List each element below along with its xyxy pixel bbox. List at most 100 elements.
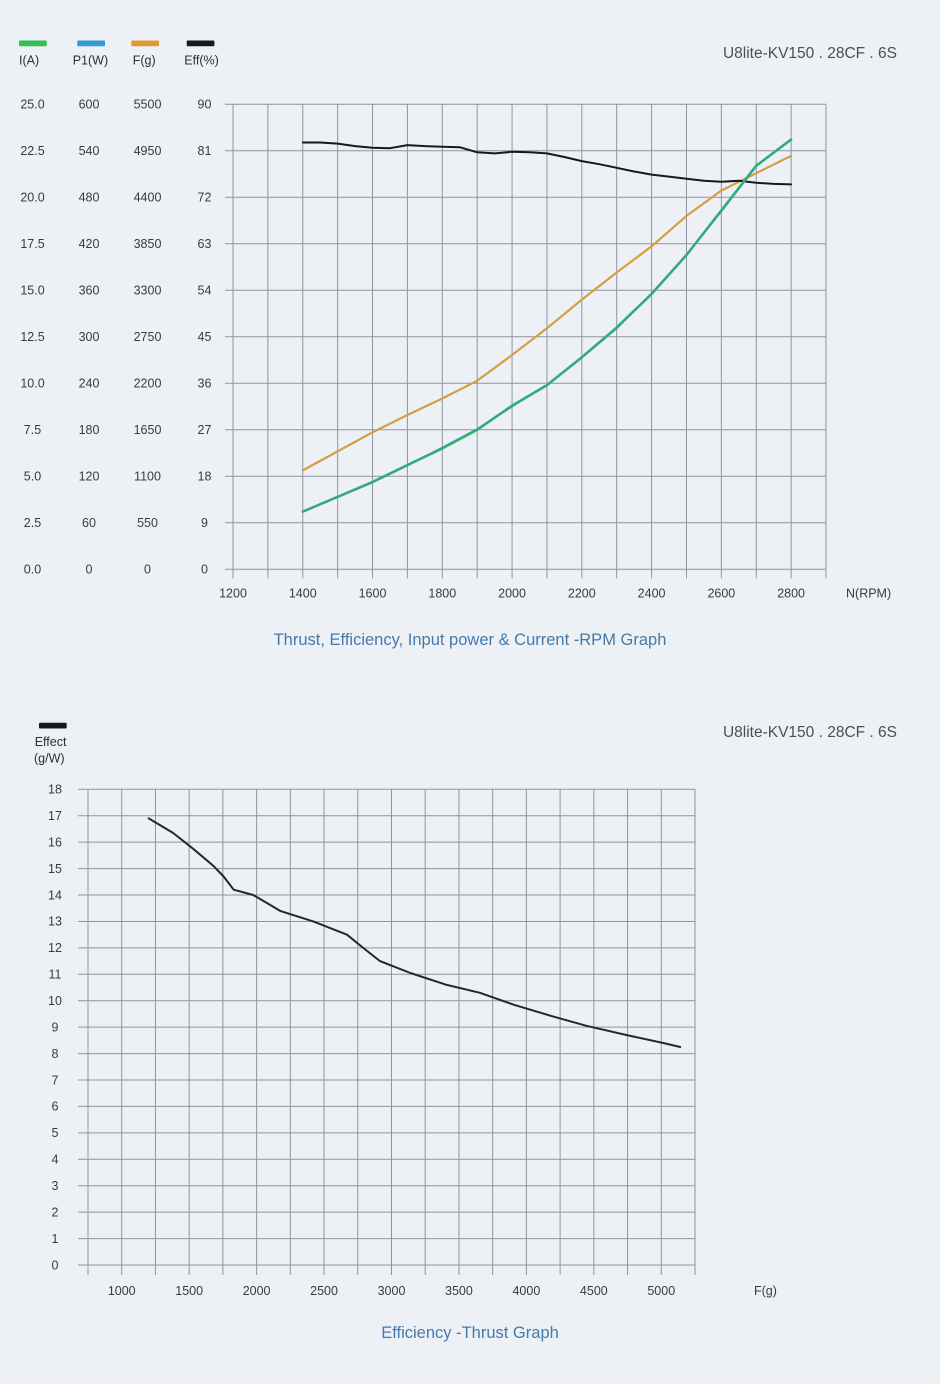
y-tick-label: 2 [52,1205,59,1219]
y-tick-label: 27 [198,423,212,437]
y-tick-label: 7.5 [24,423,41,437]
y-tick-label: 3850 [134,237,162,251]
y-tick-label: 1100 [134,470,161,484]
y-tick-label: 6 [52,1100,59,1114]
rpm-graph-caption: Thrust, Efficiency, Input power & Curren… [274,631,667,649]
y-tick-label: 2.5 [24,516,41,530]
x-tick-label: 2000 [498,587,526,601]
y-tick-label: 15 [48,862,62,876]
x-tick-label: 4000 [512,1284,540,1298]
y-tick-label: 18 [48,783,62,797]
y-tick-label: 18 [198,470,212,484]
y-tick-label: 420 [79,237,100,251]
y-tick-label: 10.0 [20,377,44,391]
y-tick-label: 5500 [134,98,162,112]
series-line-2 [301,154,793,472]
y-tick-label: 10 [48,994,62,1008]
y-tick-label: 1650 [134,423,162,437]
x-tick-label: 2000 [243,1284,271,1298]
y-tick-label: 120 [79,470,100,484]
legend-label: Effect [35,735,67,749]
y-tick-label: 54 [198,284,212,298]
y-tick-label: 12.5 [20,330,44,344]
x-axis-label: N(RPM) [846,587,891,601]
y-tick-label: 36 [198,377,212,391]
y-tick-label: 360 [79,284,100,298]
y-tick-label: 4400 [134,191,162,205]
y-tick-label: 0 [144,563,151,577]
x-tick-label: 5000 [647,1284,675,1298]
series-line-effect [147,817,682,1048]
x-tick-label: 1400 [289,587,317,601]
y-tick-label: 2750 [134,330,162,344]
rpm-grid [225,103,827,579]
x-tick-label: 2600 [707,587,735,601]
y-tick-label: 25.0 [20,98,44,112]
x-tick-label: 2500 [310,1284,338,1298]
y-tick-label: 0 [201,563,208,577]
x-tick-label: 1500 [175,1284,203,1298]
thrust-grid [78,788,696,1275]
y-tick-label: 90 [198,98,212,112]
y-tick-label: 17 [48,809,62,823]
model-title: U8lite-KV150 . 28CF . 6S [723,45,897,62]
x-tick-label: 2200 [568,587,596,601]
legend-label: Eff(%) [184,54,219,68]
legend-label: F(g) [133,54,156,68]
legend-swatch-icon [19,40,47,47]
y-tick-label: 45 [198,330,212,344]
legend-label: I(A) [19,54,39,68]
y-tick-label: 12 [48,941,62,955]
rpm-graph: 25.0 22.5 20.0 17.5 15.0 12.5 10.0 7.5 5.0 2.5 0.0… [19,40,897,649]
y-tick-label: 1 [52,1232,59,1246]
y-tick-label: 5 [52,1126,59,1140]
y-tick-label: 15.0 [20,284,44,298]
legend-swatch-icon [131,40,159,47]
y-tick-label: 9 [52,1020,59,1034]
x-tick-label: 3000 [378,1284,406,1298]
y-tick-label: 180 [79,423,100,437]
y-tick-label: 480 [79,191,100,205]
legend-swatch-icon [186,40,215,47]
y-tick-label: 4950 [134,144,162,158]
series-line-3 [301,141,793,186]
x-tick-label: 1200 [219,587,247,601]
y-tick-label: 600 [79,98,100,112]
y-tick-label: 11 [49,968,62,982]
y-tick-label: 240 [79,377,100,391]
y-tick-label: 13 [48,915,62,929]
legend-swatch-icon [77,40,105,47]
y-tick-label: 4 [52,1153,59,1167]
y-tick-label: 8 [52,1047,59,1061]
y-tick-label: 540 [79,144,100,158]
y-tick-label: 0 [86,563,93,577]
x-tick-label: 1000 [108,1284,136,1298]
legend-label: P1(W) [73,54,108,68]
x-axis-label: F(g) [754,1284,777,1298]
y-tick-label: 22.5 [20,144,44,158]
y-tick-label: 9 [201,516,208,530]
y-tick-label: 5.0 [24,470,41,484]
y-tick-label: 7 [52,1073,59,1087]
legend-unit-label: (g/W) [34,752,65,766]
y-tick-label: 3300 [134,284,162,298]
y-tick-label: 0.0 [24,563,41,577]
legend-swatch-icon [39,722,67,729]
x-tick-label: 2400 [638,587,666,601]
y-tick-label: 16 [48,835,62,849]
x-tick-label: 3500 [445,1284,473,1298]
x-tick-label: 2800 [777,587,805,601]
y-tick-label: 81 [198,144,212,158]
y-tick-label: 17.5 [20,237,44,251]
x-tick-label: 1600 [359,587,387,601]
y-tick-label: 300 [79,330,100,344]
thrust-graph-caption: Efficiency -Thrust Graph [381,1324,559,1342]
y-tick-label: 2200 [134,377,162,391]
y-tick-label: 20.0 [20,191,44,205]
y-tick-label: 14 [48,888,62,902]
model-title: U8lite-KV150 . 28CF . 6S [723,724,897,741]
y-tick-label: 72 [198,191,212,205]
